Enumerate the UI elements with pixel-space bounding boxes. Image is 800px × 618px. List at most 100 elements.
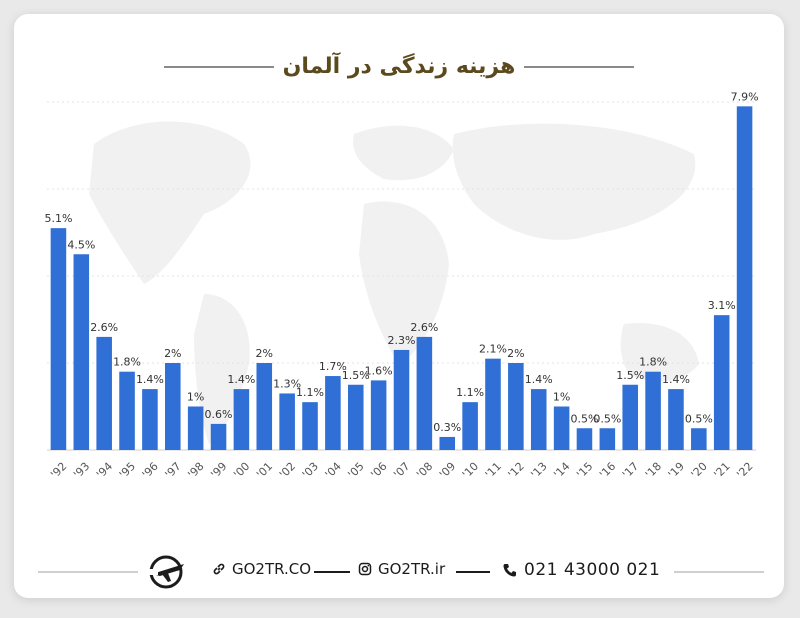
bar-30: [736, 106, 753, 450]
footer-dash-1: [314, 571, 350, 573]
bar-18: [462, 402, 478, 450]
data-label-23: 0.5%: [570, 412, 598, 425]
title-divider-right: [524, 66, 634, 68]
airplane-globe-logo-icon: [148, 555, 184, 589]
bar-13: [347, 384, 364, 450]
x-tick-label-13: '05: [345, 460, 366, 481]
instagram-link[interactable]: GO2TR.ir: [358, 560, 445, 578]
x-tick-label-1: '93: [71, 460, 92, 481]
x-tick-label-9: '01: [254, 460, 275, 481]
data-label-15: 2.3%: [388, 334, 416, 347]
x-tick-label-19: '11: [483, 460, 504, 481]
bar-20: [508, 363, 524, 450]
x-tick-label-11: '03: [300, 460, 321, 481]
x-tick-label-2: '94: [94, 460, 115, 481]
x-tick-label-29: '21: [711, 460, 732, 481]
data-label-21: 1.4%: [525, 373, 553, 386]
bar-16: [416, 336, 433, 450]
x-tick-label-28: '20: [689, 460, 710, 481]
data-label-12: 1.7%: [319, 360, 347, 373]
bar-15: [393, 349, 410, 450]
data-label-6: 1%: [187, 391, 204, 404]
data-label-9: 2%: [256, 347, 273, 360]
x-tick-label-26: '18: [643, 460, 664, 481]
bar-28: [691, 428, 707, 450]
bar-8: [233, 389, 250, 450]
bar-25: [622, 384, 638, 450]
x-tick-label-6: '98: [185, 460, 206, 481]
bar-10: [279, 393, 295, 450]
world-map-watermark: [89, 121, 699, 444]
x-tick-label-15: '07: [391, 460, 412, 481]
bar-24: [599, 428, 616, 450]
phone-text: 021 43000 021: [524, 560, 661, 580]
bar-2: [96, 336, 112, 450]
x-tick-label-5: '97: [163, 460, 184, 481]
x-tick-label-21: '13: [528, 460, 549, 481]
x-tick-label-30: '22: [734, 460, 755, 481]
bar-9: [256, 363, 273, 450]
chart-card: هزینه زندگی در آلمان 5.1% '92 4.5% '93 2.6% '…: [14, 14, 784, 598]
website-text: GO2TR.CO: [232, 560, 312, 578]
instagram-icon: [358, 562, 372, 576]
bar-3: [119, 371, 135, 450]
bar-27: [668, 389, 684, 450]
footer-dash-2: [456, 571, 490, 573]
bar-6: [187, 406, 204, 450]
data-label-7: 0.6%: [205, 408, 233, 421]
data-label-10: 1.3%: [273, 377, 301, 390]
x-tick-label-16: '08: [414, 460, 435, 481]
x-tick-label-17: '09: [437, 460, 458, 481]
website-link[interactable]: GO2TR.CO: [212, 560, 311, 578]
data-label-30: 7.9%: [731, 90, 759, 103]
instagram-text: GO2TR.ir: [378, 560, 446, 578]
bar-12: [325, 376, 341, 450]
bar-0: [50, 228, 67, 450]
data-label-2: 2.6%: [90, 321, 118, 334]
bar-chart: 5.1% '92 4.5% '93 2.6% '94 1.8% '95 1.4% '96 2% '97…: [44, 90, 759, 481]
bar-1: [73, 254, 90, 450]
footer: GO2TR.CO GO2TR.ir 021 43000 021: [14, 554, 784, 590]
x-tick-label-22: '14: [551, 460, 572, 481]
x-tick-label-25: '17: [620, 460, 641, 481]
bar-19: [485, 358, 501, 450]
bar-29: [713, 315, 730, 450]
data-label-22: 1%: [553, 391, 570, 404]
x-tick-label-3: '95: [117, 460, 138, 481]
footer-line-right: [674, 571, 764, 573]
x-tick-label-18: '10: [460, 460, 481, 481]
data-label-0: 5.1%: [44, 212, 72, 225]
data-label-16: 2.6%: [410, 321, 438, 334]
data-label-14: 1.6%: [365, 364, 393, 377]
phone-icon: [503, 564, 516, 577]
data-label-5: 2%: [164, 347, 181, 360]
x-tick-label-20: '12: [506, 460, 527, 481]
bar-4: [142, 389, 158, 450]
x-tick-label-12: '04: [323, 460, 344, 481]
bar-7: [210, 423, 227, 450]
x-tick-label-10: '02: [277, 460, 298, 481]
x-tick-label-23: '15: [574, 460, 595, 481]
x-tick-label-27: '19: [666, 460, 687, 481]
bar-5: [165, 363, 181, 450]
data-label-1: 4.5%: [67, 238, 95, 251]
x-tick-label-8: '00: [231, 460, 252, 481]
bar-23: [576, 428, 593, 450]
data-label-24: 0.5%: [593, 412, 621, 425]
x-tick-label-4: '96: [140, 460, 161, 481]
data-label-13: 1.5%: [342, 369, 370, 382]
title-divider-left: [164, 66, 274, 68]
bar-26: [645, 371, 661, 450]
data-label-29: 3.1%: [708, 299, 736, 312]
x-tick-label-0: '92: [48, 460, 69, 481]
bar-11: [302, 402, 318, 450]
x-tick-label-24: '16: [597, 460, 618, 481]
bar-14: [370, 380, 387, 450]
data-label-8: 1.4%: [227, 373, 255, 386]
data-label-17: 0.3%: [433, 421, 461, 434]
x-tick-label-7: '99: [208, 460, 229, 481]
data-label-4: 1.4%: [136, 373, 164, 386]
link-icon: [213, 563, 225, 575]
phone-link[interactable]: 021 43000 021: [502, 560, 660, 580]
bar-22: [553, 406, 570, 450]
